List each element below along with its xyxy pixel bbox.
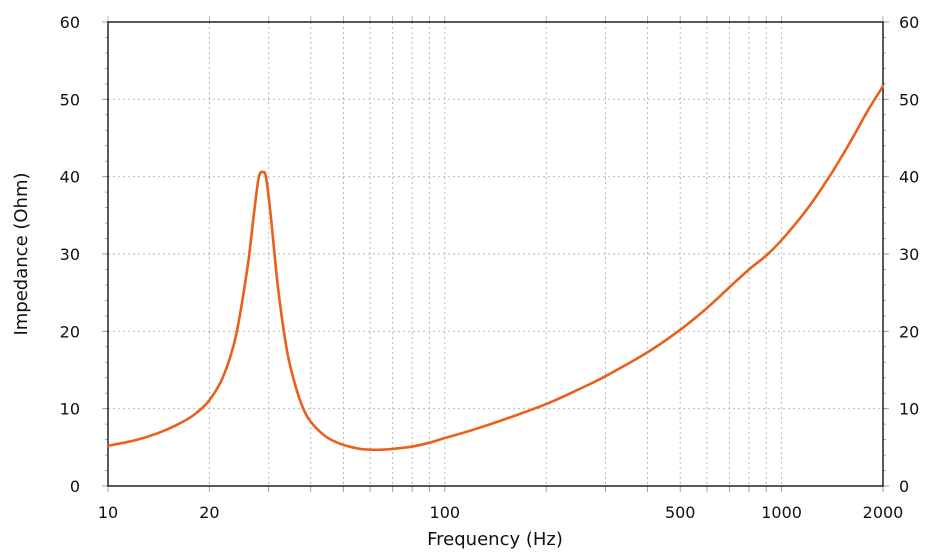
y-tick-label-left: 40 [60, 168, 80, 187]
x-tick-label: 2000 [863, 503, 904, 522]
x-axis-tick-labels: 10 20 100 500 1000 2000 [98, 503, 904, 522]
plot-frame [107, 21, 884, 487]
x-axis-title: Frequency (Hz) [427, 529, 563, 550]
y-tick-label-right: 10 [899, 400, 919, 419]
y-tick-label-right: 60 [899, 13, 919, 32]
x-tick-label: 20 [199, 503, 219, 522]
y-tick-label-right: 30 [899, 245, 919, 264]
y-tick-label-right: 50 [899, 90, 919, 109]
impedance-curve [106, 84, 885, 452]
x-tick-label: 10 [98, 503, 118, 522]
x-tick-label: 100 [430, 503, 461, 522]
y-tick-label-left: 30 [60, 245, 80, 264]
minor-ticks [102, 16, 889, 492]
y-tick-label-left: 60 [60, 13, 80, 32]
y-tick-label-right: 40 [899, 168, 919, 187]
y-tick-label-left: 10 [60, 400, 80, 419]
x-tick-label: 500 [665, 503, 696, 522]
y-axis-title: Impedance (Ohm) [11, 172, 32, 335]
y-axis-left-tick-labels: 0 10 20 30 40 50 60 [60, 13, 80, 496]
y-tick-label-left: 20 [60, 322, 80, 341]
y-axis-right-tick-labels: 0 10 20 30 40 50 60 [899, 13, 919, 496]
x-tick-label: 1000 [761, 503, 802, 522]
y-tick-label-left: 0 [70, 477, 80, 496]
y-tick-label-right: 0 [899, 477, 909, 496]
y-tick-label-left: 50 [60, 90, 80, 109]
y-tick-label-right: 20 [899, 322, 919, 341]
grid-lines [108, 22, 883, 486]
